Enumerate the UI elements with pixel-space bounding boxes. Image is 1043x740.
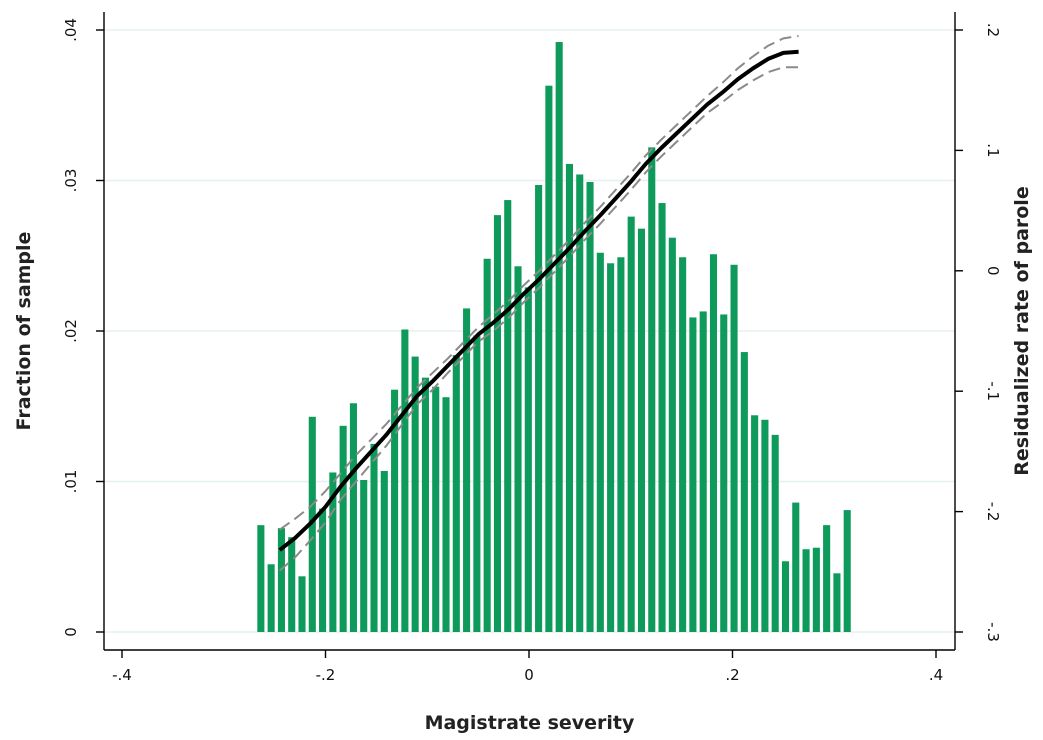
histogram-bars (257, 42, 851, 633)
histogram-bar-39 (658, 203, 666, 632)
histogram-bar-46 (730, 264, 738, 632)
x-tick-label-4: .4 (929, 666, 943, 684)
histogram-bar-27 (535, 185, 543, 632)
x-tick-label-3: .2 (725, 666, 739, 684)
histogram-bar-4 (298, 576, 306, 632)
histogram-bar-12 (380, 470, 388, 632)
histogram-bar-13 (391, 389, 399, 632)
histogram-bar-22 (483, 258, 491, 632)
y-left-tick-label-4: .04 (62, 18, 80, 42)
histogram-bar-43 (699, 311, 707, 632)
y-left-tick-label-0: 0 (62, 627, 80, 637)
y-right-tick-label-4: .1 (984, 143, 1002, 157)
y-right-tick-label-3: 0 (984, 266, 1002, 276)
histogram-bar-40 (668, 237, 676, 632)
histogram-bar-33 (596, 252, 604, 633)
histogram-bar-17 (432, 386, 440, 632)
histogram-bar-21 (473, 335, 481, 632)
histogram-bar-45 (720, 314, 728, 632)
y-right-tick-label-1: -.2 (984, 502, 1002, 522)
histogram-bar-16 (421, 377, 429, 632)
axes (96, 12, 963, 658)
histogram-bar-34 (607, 263, 615, 632)
histogram-bar-44 (709, 254, 718, 632)
histogram-bar-30 (565, 163, 574, 632)
histogram-bar-51 (781, 561, 790, 632)
histogram-bar-57 (843, 510, 851, 632)
y-right-tick-label-2: -.1 (984, 381, 1002, 401)
histogram-bar-18 (442, 397, 450, 632)
histogram-bar-35 (617, 257, 625, 632)
histogram-bar-0 (257, 525, 265, 632)
histogram-bar-53 (802, 549, 810, 632)
histogram-bar-42 (689, 317, 697, 632)
histogram-bar-47 (740, 352, 748, 632)
y-right-tick-label-0: -.3 (984, 622, 1002, 642)
histogram-bar-23 (493, 215, 501, 633)
histogram-bar-19 (452, 355, 460, 632)
histogram-bar-11 (370, 443, 378, 632)
histogram-bar-8 (339, 425, 347, 632)
x-tick-label-2: 0 (524, 666, 534, 684)
histogram-bar-7 (329, 472, 337, 632)
histogram-bar-6 (319, 508, 327, 632)
histogram-bar-41 (679, 257, 687, 632)
histogram-bar-1 (267, 564, 275, 632)
histogram-bar-48 (751, 415, 759, 632)
histogram-bar-29 (555, 42, 563, 633)
histogram-bar-10 (360, 479, 368, 632)
y-axis-right-title: Residualized rate of parole (1011, 186, 1033, 475)
histogram-bar-26 (524, 287, 532, 632)
histogram-bar-52 (792, 502, 800, 632)
tick-labels: -.4 -.2 0 .2 .4 0 .01 .02 .03 .04 -.3 -.2 -.1 0 .1 .2 (62, 18, 1002, 684)
histogram-bar-56 (833, 573, 841, 632)
ci-lower-line (279, 66, 799, 572)
ci-upper-line (279, 35, 799, 531)
histogram-bar-55 (823, 525, 831, 632)
histogram-bar-9 (349, 403, 357, 632)
fit-lines (278, 35, 799, 572)
histogram-bar-50 (771, 434, 779, 632)
histogram-bar-20 (463, 308, 471, 632)
histogram-bar-38 (648, 147, 656, 632)
histogram-bar-3 (288, 537, 296, 632)
x-tick-label-0: -.4 (112, 666, 132, 684)
fit-line (278, 49, 799, 552)
y-left-tick-label-2: .02 (62, 319, 80, 343)
histogram-bar-15 (411, 356, 419, 632)
y-axis-left-title: Fraction of sample (13, 232, 35, 431)
histogram-bar-54 (812, 547, 820, 632)
histogram-bar-25 (514, 266, 522, 632)
histogram-bar-28 (545, 85, 553, 632)
histogram-bar-32 (586, 182, 594, 632)
histogram-bar-49 (761, 419, 769, 632)
y-left-tick-label-3: .03 (62, 169, 80, 193)
histogram-bar-5 (308, 416, 316, 632)
histogram-bar-31 (576, 174, 584, 633)
y-left-tick-label-1: .01 (62, 470, 80, 494)
histogram-bar-2 (277, 528, 285, 632)
histogram-bar-36 (627, 216, 635, 632)
x-tick-label-1: -.2 (316, 666, 336, 684)
histogram-bar-37 (637, 228, 646, 632)
histogram-bar-24 (504, 200, 512, 632)
x-axis-title: Magistrate severity (425, 712, 635, 734)
histogram-bar-14 (401, 329, 409, 632)
y-right-tick-label-5: .2 (984, 23, 1002, 37)
